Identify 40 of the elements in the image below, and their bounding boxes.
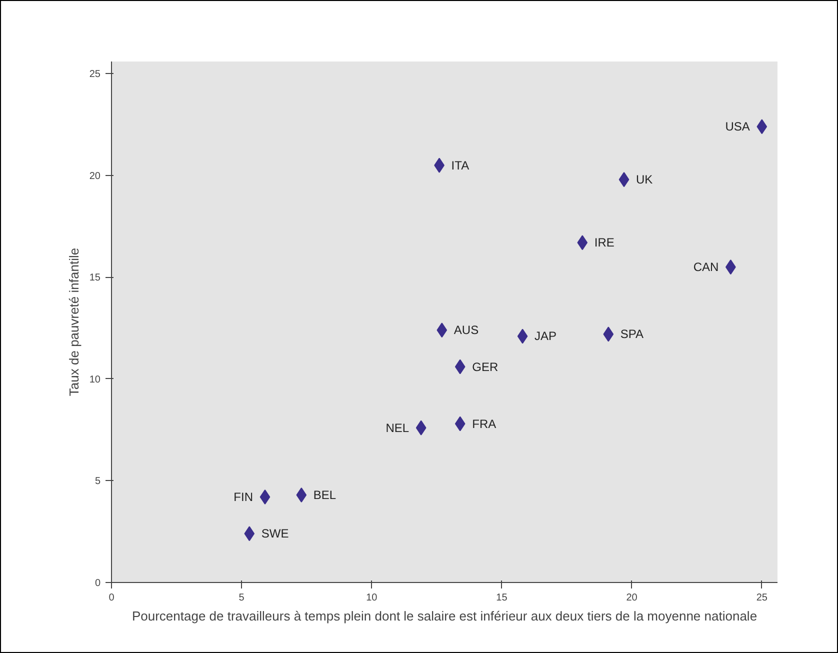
y-tick-label: 0 — [94, 578, 101, 589]
point — [296, 487, 307, 502]
y-tick-label: 25 — [89, 69, 101, 80]
point — [416, 420, 426, 436]
y-axis-title: Taux de pauvreté infantile — [66, 248, 82, 396]
y-tick-label: 10 — [89, 374, 101, 386]
point — [618, 172, 630, 188]
x-tick-label: 5 — [238, 592, 245, 604]
point — [756, 119, 768, 134]
annotation: CAN — [693, 260, 719, 274]
annotation: BEL — [313, 488, 336, 502]
x-tick-label: 15 — [496, 592, 508, 604]
annotation: SPA — [620, 327, 644, 342]
annotation: ITA — [451, 158, 470, 172]
annotation: JAP — [534, 329, 557, 344]
point — [577, 235, 588, 250]
x-tick-label: 10 — [366, 592, 378, 604]
y-tick-label: 5 — [94, 476, 101, 488]
point — [454, 359, 466, 374]
y-tick-label: 20 — [89, 170, 101, 182]
point — [603, 326, 614, 342]
y-tick-label: 15 — [89, 272, 101, 284]
point — [436, 322, 448, 338]
x-tick-label: 25 — [756, 592, 768, 604]
annotation: FRA — [472, 416, 496, 431]
annotation: FIN — [234, 490, 254, 504]
point — [244, 526, 255, 542]
annotation: UK — [636, 172, 653, 187]
annotation: NEL — [386, 420, 410, 435]
x-axis-title: Pourcentage de travailleurs à temps plein dont le salaire est inférieur aux deux tiers de la moyenne nationale — [132, 608, 758, 624]
annotation: SWE — [261, 526, 289, 541]
annotation: AUS — [454, 323, 479, 338]
annotation: IRE — [594, 236, 614, 250]
point — [260, 490, 270, 505]
x-tick-label: 20 — [626, 592, 638, 604]
x-tick-label: 0 — [108, 592, 115, 604]
annotation: GER — [472, 360, 498, 374]
point — [454, 416, 466, 432]
annotation: USA — [725, 120, 750, 134]
point — [517, 328, 528, 344]
